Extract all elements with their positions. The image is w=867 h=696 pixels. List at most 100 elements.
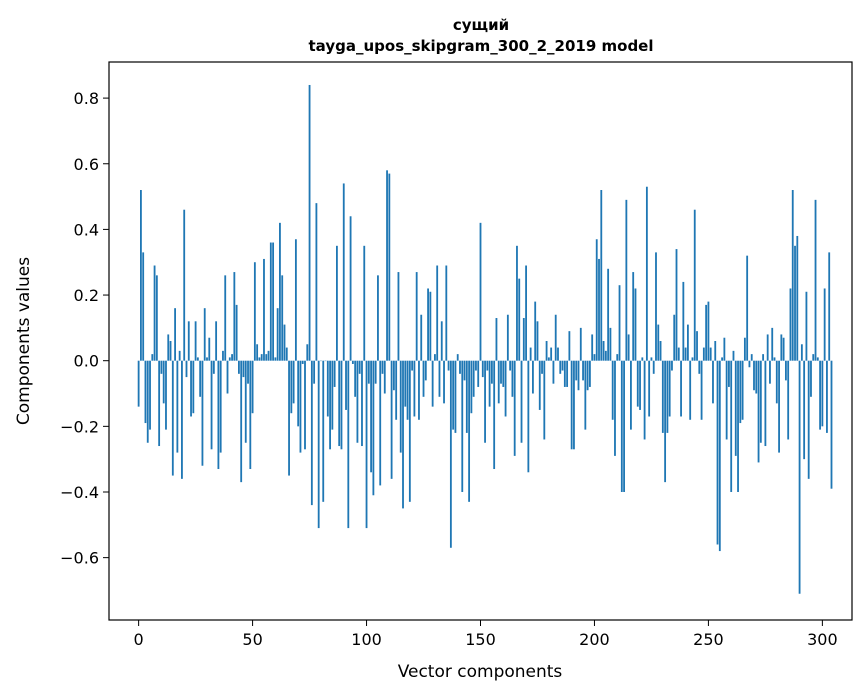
bar-216 — [630, 360, 632, 430]
bar-268 — [748, 360, 751, 368]
bar-115 — [399, 360, 402, 453]
bar-130 — [434, 354, 436, 361]
bar-194 — [579, 327, 582, 361]
bar-154 — [488, 360, 491, 407]
bar-284 — [784, 360, 787, 381]
bar-181 — [550, 347, 553, 361]
bar-228 — [657, 324, 660, 361]
bar-223 — [645, 186, 648, 361]
y-tick-label: 0.8 — [74, 89, 99, 108]
bar-99 — [363, 245, 366, 361]
bar-74 — [306, 344, 309, 361]
bar-302 — [826, 360, 828, 433]
bar-23 — [190, 360, 192, 417]
bar-267 — [746, 255, 749, 361]
bar-113 — [395, 360, 398, 420]
bar-285 — [787, 360, 790, 440]
bar-271 — [755, 360, 758, 394]
y-tick-label: 0.2 — [74, 286, 99, 305]
x-tick-label: 250 — [693, 630, 724, 649]
bar-279 — [773, 357, 776, 361]
bar-106 — [379, 360, 382, 486]
bar-153 — [486, 360, 489, 371]
bar-71 — [299, 360, 302, 453]
bar-170 — [525, 265, 527, 361]
bar-105 — [377, 275, 379, 361]
bar-38 — [224, 275, 227, 361]
bar-28 — [201, 360, 204, 466]
bar-78 — [315, 203, 318, 361]
bar-221 — [641, 357, 644, 361]
bar-58 — [269, 242, 272, 361]
bar-292 — [803, 360, 806, 460]
bar-29 — [203, 308, 206, 361]
bar-226 — [652, 360, 655, 374]
bar-18 — [178, 350, 181, 361]
bar-204 — [602, 341, 605, 361]
bar-146 — [470, 360, 473, 414]
bar-119 — [408, 360, 411, 502]
bar-214 — [625, 199, 628, 361]
bar-79 — [317, 360, 320, 529]
bar-73 — [304, 360, 306, 450]
bar-179 — [545, 341, 548, 361]
bar-288 — [794, 245, 796, 361]
bar-184 — [557, 347, 559, 361]
bar-54 — [260, 354, 263, 361]
bar-138 — [452, 360, 455, 430]
bar-207 — [609, 327, 612, 361]
bar-156 — [493, 360, 496, 470]
bar-15 — [171, 360, 174, 476]
bar-233 — [668, 360, 671, 417]
bar-236 — [675, 249, 678, 361]
bar-218 — [634, 288, 637, 361]
bar-12 — [165, 360, 167, 430]
bar-131 — [436, 265, 439, 361]
bar-98 — [361, 360, 363, 447]
bar-295 — [810, 360, 812, 397]
bar-149 — [477, 360, 480, 387]
bar-133 — [440, 321, 443, 361]
bar-208 — [611, 360, 614, 420]
bar-248 — [702, 347, 705, 361]
bar-286 — [789, 288, 792, 361]
bar-123 — [418, 360, 420, 420]
bar-291 — [800, 344, 803, 361]
bar-8 — [155, 275, 158, 361]
bar-27 — [199, 360, 202, 397]
bar-297 — [814, 199, 817, 361]
y-tick-label: 0.6 — [74, 155, 99, 174]
bar-304 — [830, 360, 833, 489]
bar-81 — [322, 360, 325, 502]
bar-168 — [520, 360, 523, 443]
bar-56 — [265, 354, 268, 361]
bar-258 — [725, 360, 728, 440]
bar-238 — [680, 360, 682, 417]
bar-142 — [461, 360, 464, 492]
bar-50 — [251, 360, 254, 414]
bar-37 — [222, 350, 224, 361]
bar-174 — [534, 301, 537, 361]
bar-10 — [160, 360, 163, 374]
bar-100 — [365, 360, 368, 529]
bar-303 — [828, 252, 831, 361]
bar-246 — [698, 360, 701, 374]
bar-124 — [420, 314, 423, 361]
bar-3 — [144, 360, 147, 424]
bar-127 — [427, 288, 429, 361]
bar-55 — [263, 258, 265, 361]
bar-239 — [682, 281, 685, 361]
bar-70 — [297, 360, 300, 427]
bar-51 — [253, 262, 256, 361]
bar-201 — [595, 239, 598, 361]
bar-203 — [600, 190, 603, 361]
chart-title: сущий — [453, 16, 509, 34]
bar-193 — [577, 360, 580, 391]
bar-20 — [183, 209, 186, 361]
bar-120 — [411, 360, 414, 371]
bar-116 — [402, 360, 404, 509]
bar-241 — [686, 324, 689, 361]
bar-206 — [607, 268, 610, 361]
bar-57 — [267, 350, 270, 361]
bar-188 — [566, 360, 569, 387]
